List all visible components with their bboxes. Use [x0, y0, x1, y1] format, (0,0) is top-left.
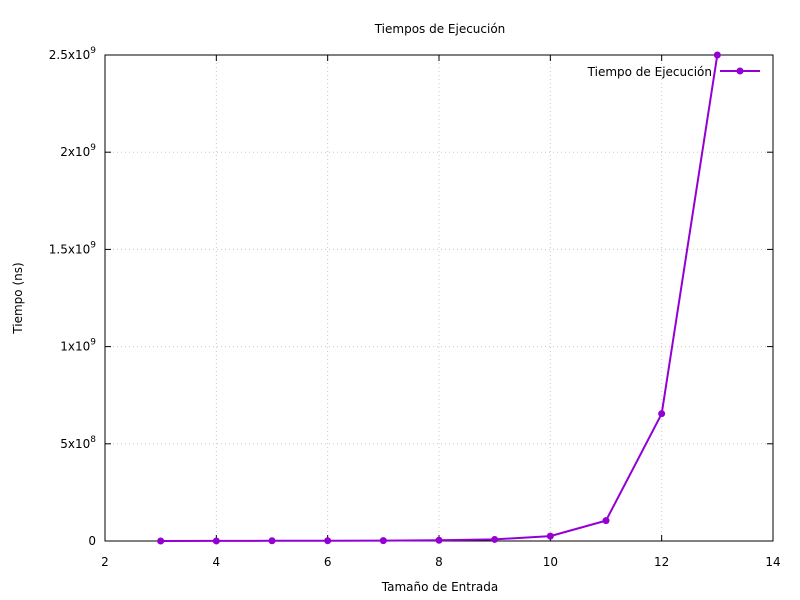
y-tick-label: 1x109 [60, 338, 96, 354]
y-tick-label: 0 [88, 534, 96, 548]
legend-marker [736, 67, 744, 75]
grid-lines [105, 55, 773, 541]
data-point [324, 537, 332, 545]
x-tick-label: 8 [435, 555, 443, 569]
x-tick-label: 4 [213, 555, 221, 569]
x-tick-label: 10 [543, 555, 558, 569]
x-axis-label: Tamaño de Entrada [381, 580, 498, 594]
x-tick-labels: 2 4 6 8 10 12 14 [101, 555, 780, 569]
series-group [157, 51, 721, 545]
y-tick-labels: 0 5x108 1x109 1.5x109 2x109 2.5x109 [49, 46, 96, 548]
data-point [212, 537, 220, 545]
y-tick-label: 5x108 [60, 435, 96, 451]
x-tick-label: 14 [765, 555, 780, 569]
data-point [602, 517, 610, 525]
y-tick-label: 2x109 [60, 143, 96, 159]
x-tick-label: 12 [654, 555, 669, 569]
data-point [713, 51, 721, 59]
y-tick-label: 1.5x109 [49, 240, 96, 256]
data-point [268, 537, 276, 545]
x-tick-label: 6 [324, 555, 332, 569]
data-point [435, 536, 443, 544]
y-axis-label: Tiempo (ns) [11, 262, 25, 334]
y-tick-label: 2.5x109 [49, 46, 96, 62]
data-point [546, 532, 554, 540]
data-point [491, 535, 499, 543]
chart-title: Tiempos de Ejecución [374, 22, 506, 36]
data-point [379, 537, 387, 545]
data-point [658, 410, 666, 418]
data-point [157, 537, 165, 545]
x-tick-label: 2 [101, 555, 109, 569]
legend: Tiempo de Ejecución [587, 65, 760, 79]
legend-label: Tiempo de Ejecución [587, 65, 712, 79]
